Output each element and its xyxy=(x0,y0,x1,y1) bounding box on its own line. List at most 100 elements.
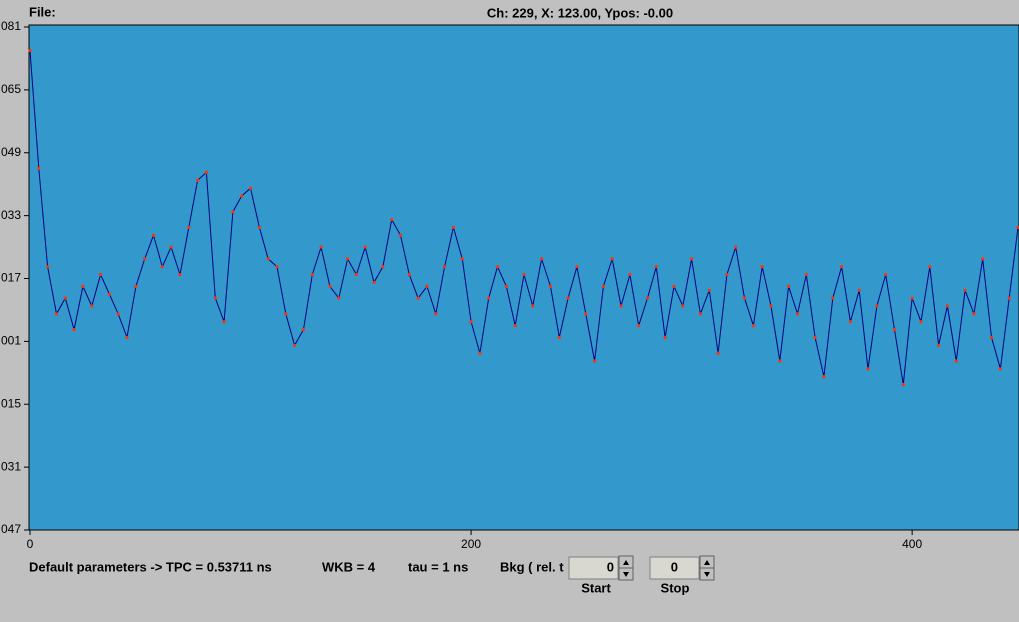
data-point xyxy=(637,324,641,328)
data-point xyxy=(160,265,164,269)
data-point xyxy=(919,320,923,324)
data-point xyxy=(266,257,270,261)
stop-arrows xyxy=(704,560,710,577)
start-label: Start xyxy=(581,580,611,595)
data-point xyxy=(610,257,614,261)
data-point xyxy=(778,359,782,363)
data-point xyxy=(275,265,279,269)
data-point xyxy=(1016,225,1019,230)
y-tick-label: 033 xyxy=(1,208,21,222)
data-point xyxy=(63,296,67,300)
start-input[interactable] xyxy=(568,556,619,580)
data-point xyxy=(310,272,314,277)
data-point xyxy=(37,166,41,171)
data-point xyxy=(866,367,870,371)
wkb: WKB = 4 xyxy=(322,559,376,574)
data-point xyxy=(125,335,129,340)
data-point xyxy=(372,280,376,285)
data-point xyxy=(945,304,950,308)
data-point xyxy=(204,170,209,174)
data-point xyxy=(293,343,297,347)
data-point xyxy=(848,320,852,324)
y-tick-label: 047 xyxy=(1,522,21,536)
data-point xyxy=(451,225,456,230)
data-point xyxy=(478,351,482,355)
tau: tau = 1 ns xyxy=(408,559,468,574)
data-point xyxy=(98,272,103,277)
data-point xyxy=(169,245,173,249)
data-point xyxy=(213,296,217,300)
data-point xyxy=(875,304,879,308)
data-point xyxy=(937,343,941,347)
stop-value: 0 xyxy=(671,559,678,574)
data-point xyxy=(504,284,508,288)
data-point xyxy=(742,296,747,300)
data-point xyxy=(928,265,932,269)
data-point xyxy=(725,272,729,277)
data-point xyxy=(654,265,658,269)
y-tick-label: 065 xyxy=(1,82,21,96)
data-point xyxy=(54,312,59,316)
data-point xyxy=(1007,296,1011,300)
stop-label: Stop xyxy=(661,580,690,595)
data-point xyxy=(619,304,623,308)
data-point xyxy=(707,288,711,292)
data-point xyxy=(319,245,323,249)
data-point xyxy=(222,320,226,324)
y-tick-label: 001 xyxy=(1,334,21,348)
data-point xyxy=(857,288,861,292)
y-tick-label: 081 xyxy=(1,19,21,33)
data-point xyxy=(628,272,632,277)
data-point xyxy=(592,359,597,363)
data-point xyxy=(566,296,570,300)
data-point xyxy=(407,272,411,277)
data-point xyxy=(240,194,244,198)
data-point xyxy=(425,284,429,288)
data-point xyxy=(813,335,817,340)
data-point xyxy=(187,225,191,230)
start-spin[interactable]: 0 xyxy=(568,555,634,581)
data-point xyxy=(884,272,888,277)
y-tick-label: 049 xyxy=(1,145,21,159)
data-point xyxy=(248,186,253,190)
data-point xyxy=(981,257,985,261)
data-point xyxy=(892,327,897,332)
data-point xyxy=(548,284,553,288)
x-tick-label: 0 xyxy=(27,537,34,551)
data-point xyxy=(522,272,526,277)
status: Ch: 229, X: 123.00, Ypos: -0.00 xyxy=(487,5,673,20)
data-point xyxy=(284,312,288,316)
data-point xyxy=(487,296,491,300)
data-point xyxy=(28,48,32,53)
data-point xyxy=(196,178,200,182)
data-point xyxy=(734,245,738,249)
stop-input[interactable] xyxy=(649,556,700,580)
data-point xyxy=(257,225,261,230)
file-label: File: xyxy=(29,4,56,19)
data-point xyxy=(337,296,341,300)
data-point xyxy=(345,257,350,261)
data-point xyxy=(469,320,473,324)
data-point xyxy=(663,335,667,340)
data-point xyxy=(751,324,755,328)
data-point xyxy=(178,272,182,277)
data-point xyxy=(954,359,958,363)
params: Default parameters -> TPC = 0.53711 ns xyxy=(29,559,272,574)
data-point xyxy=(443,265,447,269)
data-point xyxy=(760,265,764,269)
data-point xyxy=(390,217,394,222)
data-point xyxy=(301,327,306,332)
stop-spin[interactable]: 0 xyxy=(649,555,715,581)
data-point xyxy=(998,367,1002,371)
data-point xyxy=(972,312,976,316)
y-tick-label: 031 xyxy=(1,459,21,473)
data-point xyxy=(787,284,791,288)
data-point xyxy=(584,312,588,316)
data-point xyxy=(645,296,650,300)
data-point xyxy=(363,245,367,249)
data-point xyxy=(531,304,535,308)
data-point xyxy=(690,257,694,261)
data-point xyxy=(143,257,147,261)
